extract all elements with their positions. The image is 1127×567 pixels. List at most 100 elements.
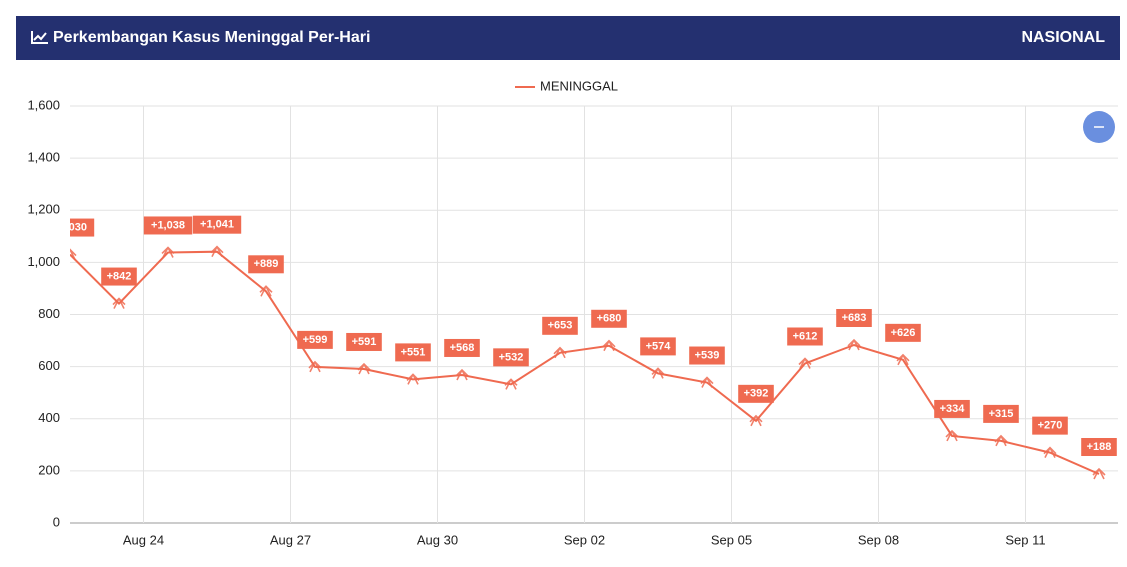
- point-marker: [406, 373, 420, 385]
- data-label-box: [787, 327, 823, 346]
- x-tick-label: Sep 05: [711, 532, 752, 547]
- data-label: +334: [940, 403, 966, 415]
- point-marker: [749, 414, 763, 427]
- header-title: Perkembangan Kasus Meninggal Per-Hari: [53, 29, 370, 46]
- point-marker: [700, 376, 714, 388]
- data-label: +315: [989, 408, 1014, 420]
- data-label: +1,038: [151, 219, 185, 231]
- point-marker: [945, 429, 959, 442]
- legend-label: MENINGGAL: [540, 78, 618, 93]
- marker-icon: [308, 360, 322, 373]
- marker-icon: [553, 346, 567, 359]
- data-label: +653: [548, 320, 573, 332]
- y-tick-label: 1,200: [27, 202, 60, 217]
- x-tick-label: Aug 24: [123, 532, 164, 547]
- data-label: +568: [450, 342, 475, 354]
- point-marker: [210, 245, 224, 258]
- line: [70, 250, 1100, 475]
- data-label-box: [640, 337, 676, 356]
- marker-icon: [602, 339, 616, 352]
- point-marker: [798, 357, 812, 369]
- marker-icon: [70, 248, 77, 260]
- marker-icon: [357, 362, 371, 375]
- point-marker: [847, 338, 861, 351]
- data-label-box: [591, 309, 627, 328]
- x-tick-label: Sep 11: [1005, 532, 1045, 547]
- data-label: +889: [254, 258, 279, 270]
- point-marker: [455, 368, 469, 381]
- marker-icon: [749, 414, 763, 427]
- data-label: +574: [646, 340, 672, 352]
- marker-icon: [1092, 467, 1106, 480]
- point-marker: [161, 246, 175, 258]
- marker-icon: [259, 285, 273, 297]
- marker-icon: [994, 434, 1008, 447]
- point-marker: [994, 434, 1008, 447]
- data-label: +842: [107, 270, 132, 282]
- marker-icon: [651, 367, 665, 379]
- marker-icon: [455, 368, 469, 381]
- data-label-box: [248, 255, 284, 274]
- header-region: NASIONAL: [1021, 29, 1105, 46]
- x-tick-label: Aug 30: [417, 532, 458, 547]
- marker-icon: [406, 373, 420, 385]
- marker-icon: [161, 246, 175, 258]
- point-marker: [112, 297, 126, 309]
- chart-icon: [31, 31, 48, 44]
- point-marker: [1092, 467, 1106, 480]
- point-marker: [259, 285, 273, 297]
- marker-icon: [847, 338, 861, 351]
- marker-icon: [798, 357, 812, 369]
- point-marker: [602, 339, 616, 352]
- marker-icon: [700, 376, 714, 388]
- point-marker: [70, 248, 77, 260]
- data-label-box: [885, 323, 921, 342]
- marker-icon: [945, 429, 959, 442]
- data-label-box: [192, 215, 242, 234]
- data-label: +551: [401, 346, 426, 358]
- point-marker: [357, 362, 371, 375]
- data-label-box: [70, 218, 95, 237]
- data-label: +626: [891, 327, 916, 339]
- data-label-box: [738, 384, 774, 403]
- data-label: +532: [499, 351, 524, 363]
- header-bar: [16, 16, 1120, 60]
- data-label-box: [395, 343, 431, 362]
- data-label: +539: [695, 349, 720, 361]
- y-tick-label: 1,600: [27, 97, 60, 112]
- point-marker: [1043, 446, 1057, 458]
- y-tick-label: 200: [38, 462, 60, 477]
- data-label-box: [689, 346, 725, 365]
- marker-icon: [112, 297, 126, 309]
- data-label-box: [493, 348, 529, 367]
- data-label: +188: [1087, 441, 1112, 453]
- point-marker: [308, 360, 322, 373]
- marker-icon: [1043, 446, 1057, 458]
- point-marker: [896, 353, 910, 366]
- data-label: +599: [303, 334, 328, 346]
- marker-icon: [504, 378, 518, 390]
- x-tick-label: Sep 02: [564, 532, 605, 547]
- data-label-box: [143, 216, 193, 235]
- y-tick-label: 400: [38, 410, 60, 425]
- data-label: +680: [597, 313, 622, 325]
- data-label: +1,030: [53, 221, 87, 233]
- data-label-box: [297, 330, 333, 349]
- data-label-box: [983, 404, 1019, 423]
- y-tick-label: 800: [38, 306, 60, 321]
- point-marker: [553, 346, 567, 359]
- marker-icon: [210, 245, 224, 258]
- data-label-box: [542, 316, 578, 335]
- data-label: +612: [793, 330, 818, 342]
- x-tick-label: Sep 08: [858, 532, 899, 547]
- data-label: +683: [842, 312, 867, 324]
- data-label-box: [101, 267, 137, 286]
- data-label: +392: [744, 388, 769, 400]
- point-marker: [651, 367, 665, 379]
- marker-icon: [896, 353, 910, 366]
- y-tick-label: 600: [38, 358, 60, 373]
- data-label-box: [1032, 416, 1068, 435]
- data-label-box: [934, 399, 970, 418]
